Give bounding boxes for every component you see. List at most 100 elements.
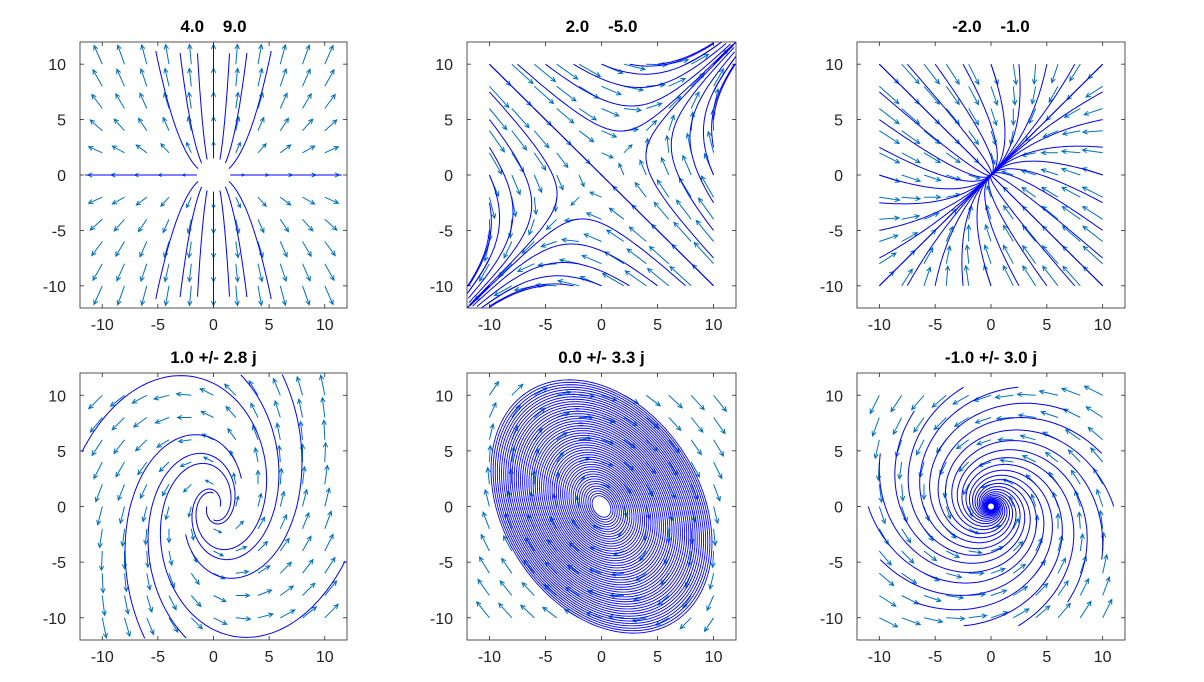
quiver-arrow bbox=[1030, 86, 1037, 106]
quiver-arrow bbox=[946, 572, 963, 579]
x-tick-label: 0 bbox=[987, 649, 996, 666]
quiver-arrow bbox=[963, 484, 970, 496]
quiver-arrow bbox=[605, 229, 625, 242]
streamline bbox=[197, 53, 208, 160]
streamline bbox=[551, 449, 652, 564]
streamline bbox=[489, 285, 546, 308]
quiver-arrow bbox=[100, 573, 106, 594]
quiver-arrow bbox=[482, 511, 490, 529]
quiver-arrow bbox=[713, 506, 720, 525]
quiver-arrow bbox=[478, 556, 490, 574]
quiver-arrow bbox=[923, 174, 942, 182]
streamline bbox=[219, 53, 230, 160]
quiver-arrow bbox=[1013, 585, 1029, 596]
quiver-arrow bbox=[879, 130, 901, 145]
streamline bbox=[179, 52, 203, 164]
quiver-arrow bbox=[1035, 605, 1051, 619]
quiver-arrow bbox=[248, 380, 259, 396]
quiver-arrow bbox=[279, 537, 290, 552]
quiver-arrow bbox=[990, 567, 1006, 574]
streamline bbox=[545, 442, 658, 571]
quiver-arrow bbox=[879, 617, 899, 628]
quiver-arrow bbox=[923, 266, 932, 286]
quiver-arrow bbox=[279, 263, 288, 283]
quiver-arrow bbox=[581, 254, 602, 265]
quiver-arrow bbox=[324, 556, 336, 574]
quiver-arrow bbox=[1016, 391, 1036, 398]
streamline bbox=[524, 418, 679, 595]
panel-2: -10 -5 0 5 10 -10 -5 0 5 10 2.0 -5.0 bbox=[430, 17, 737, 334]
streamline bbox=[539, 434, 664, 579]
quiver-arrow bbox=[541, 606, 558, 619]
quiver-arrow bbox=[693, 241, 714, 265]
quiver-arrow bbox=[187, 285, 193, 307]
quiver-arrow bbox=[488, 152, 503, 175]
quiver-arrow bbox=[690, 53, 710, 65]
y-tick-label: 0 bbox=[57, 500, 66, 517]
quiver-arrow bbox=[234, 263, 240, 283]
y-tick-label: 5 bbox=[444, 444, 453, 461]
quiver-arrow bbox=[279, 285, 287, 307]
quiver-arrow bbox=[116, 44, 125, 65]
quiver-arrow bbox=[250, 402, 259, 418]
quiver-arrow bbox=[487, 444, 493, 463]
streamline bbox=[990, 174, 1076, 287]
streamline bbox=[713, 63, 736, 120]
quiver-arrow bbox=[1081, 186, 1103, 198]
streamline bbox=[689, 51, 735, 203]
y-tick-label: 0 bbox=[834, 500, 843, 517]
quiver-arrow bbox=[257, 285, 264, 307]
quiver-arrow bbox=[253, 446, 259, 463]
quiver-arrow bbox=[146, 595, 154, 614]
quiver-arrow bbox=[324, 68, 335, 87]
quiver-arrow bbox=[990, 589, 1008, 596]
quiver-arrow bbox=[87, 146, 103, 154]
quiver-arrow bbox=[570, 196, 580, 207]
quiver-arrow bbox=[116, 285, 125, 306]
quiver-arrow bbox=[120, 528, 126, 548]
quiver-arrow bbox=[235, 569, 250, 575]
y-tick-label: -5 bbox=[439, 223, 453, 240]
streamline bbox=[702, 55, 736, 176]
x-tick-label: -5 bbox=[538, 317, 552, 334]
quiver-arrow bbox=[186, 141, 192, 154]
quiver-arrow bbox=[139, 484, 148, 500]
streamline bbox=[467, 230, 490, 287]
quiver-arrow bbox=[257, 589, 273, 596]
streamline bbox=[155, 181, 199, 300]
quiver-arrow bbox=[624, 270, 647, 287]
streamline bbox=[566, 466, 637, 547]
quiver-arrow bbox=[1070, 469, 1081, 485]
quiver-arrow bbox=[137, 461, 148, 476]
quiver-arrow bbox=[1019, 434, 1036, 441]
quiver-arrow bbox=[1040, 186, 1059, 198]
quiver-arrow bbox=[945, 244, 952, 264]
quiver-arrow bbox=[302, 118, 314, 132]
quiver-arrow bbox=[140, 43, 148, 65]
panel-title: 4.0 9.0 bbox=[180, 17, 246, 36]
x-tick-label: -5 bbox=[928, 649, 942, 666]
quiver-arrow bbox=[668, 95, 682, 109]
quiver-arrow bbox=[1057, 602, 1072, 619]
quiver-arrow bbox=[116, 263, 125, 282]
quiver-arrow bbox=[648, 245, 670, 265]
quiver-arrow bbox=[1035, 582, 1049, 596]
quiver-arrow bbox=[156, 439, 170, 448]
x-tick-label: -10 bbox=[868, 649, 891, 666]
quiver-arrow bbox=[257, 241, 264, 259]
quiver-arrow bbox=[279, 117, 290, 131]
quiver-arrow bbox=[190, 595, 202, 608]
quiver-arrow bbox=[163, 263, 170, 283]
quiver-arrow bbox=[999, 458, 1014, 464]
quiver-arrow bbox=[690, 461, 701, 479]
plot-area bbox=[867, 385, 1115, 628]
quiver-arrow bbox=[301, 465, 307, 485]
quiver-arrow bbox=[578, 174, 585, 188]
quiver-arrow bbox=[646, 102, 663, 109]
quiver-arrow bbox=[1021, 186, 1036, 198]
quiver-arrow bbox=[601, 108, 620, 117]
quiver-arrow bbox=[139, 263, 148, 283]
quiver-arrow bbox=[1102, 598, 1113, 619]
quiver-arrow bbox=[1083, 108, 1103, 116]
